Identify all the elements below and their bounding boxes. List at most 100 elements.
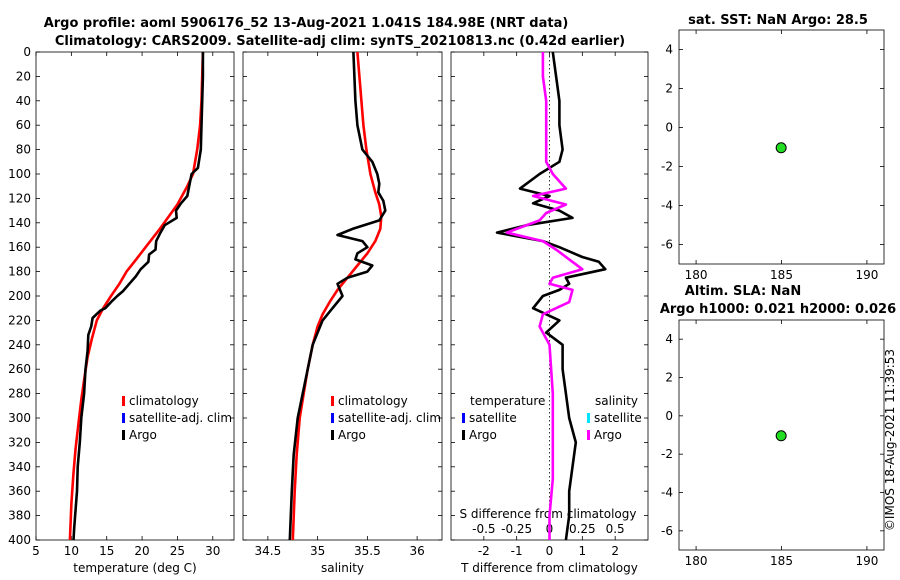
data-point-marker (775, 142, 787, 154)
x-tick-label: 180 (685, 268, 708, 282)
temperature-panel: 0 20 40 60 80 100 120 140 160 180 200 220 240 260 280 3… (8, 45, 235, 575)
legend-label-diff-t-argo: Argo (469, 428, 497, 442)
watermark: ©IMOS 18-Aug-2021 11:39:53 (883, 349, 897, 531)
legend-title-temperature: temperature (470, 394, 545, 408)
difference-panel: -2 -1 0 1 2 T difference from climatology S di… (450, 51, 649, 575)
x-axis-label: salinity (321, 561, 364, 575)
x-tick-label: 25 (170, 544, 185, 558)
axes-frame (35, 51, 235, 541)
x-tick-label: 185 (770, 554, 793, 568)
legend-label-diff-s-argo: Argo (594, 428, 622, 442)
x-tick-label: 185 (770, 268, 793, 282)
y-tick-label: 200 (8, 289, 31, 303)
x-tick-label: 20 (134, 544, 149, 558)
legend-swatch-diff-t-sat (462, 413, 465, 423)
x-tick-label: 30 (205, 544, 220, 558)
x-tick-label: 2 (611, 544, 619, 558)
x-axis-label: T difference from climatology (460, 561, 638, 575)
y-tick-label: 4 (665, 43, 673, 57)
x-axis-label: temperature (deg C) (73, 561, 196, 575)
y-tick-label: 0 (23, 45, 31, 59)
legend-label-sal-0: climatology (338, 394, 408, 408)
series-climatology (291, 51, 383, 541)
y-tick-label: 20 (16, 69, 31, 83)
legend-swatch-diff-s-argo (587, 430, 590, 440)
y-tick-label: 260 (8, 362, 31, 376)
x-tick-label: 35.5 (354, 544, 381, 558)
y-tick-label: 4 (665, 332, 673, 346)
y-tick-label: 240 (8, 338, 31, 352)
series-argo (72, 52, 205, 541)
x-tick-label: -1 (511, 544, 523, 558)
y-tick-label: -2 (661, 160, 673, 174)
y-tick-label: 300 (8, 411, 31, 425)
y-tick-label: 60 (16, 118, 31, 132)
y-tick-label: 400 (8, 533, 31, 547)
sla-title-line1: Altim. SLA: NaN (685, 284, 801, 299)
y-tick-label: -6 (661, 238, 673, 252)
y-tick-label: 80 (16, 143, 31, 157)
legend-title-salinity: salinity (595, 394, 638, 408)
y-tick-label: 40 (16, 94, 31, 108)
x-tick-label: 190 (855, 554, 878, 568)
y-tick-label: 0 (665, 409, 673, 423)
y-tick-label: 360 (8, 484, 31, 498)
sst-title: sat. SST: NaN Argo: 28.5 (688, 13, 868, 28)
y-tick-label: 140 (8, 216, 31, 230)
secondary-tick-label: -0.5 (472, 522, 495, 536)
x-tick-label: 34.5 (255, 544, 282, 558)
y-tick-label: -4 (661, 486, 673, 500)
x-tick-label: 190 (855, 268, 878, 282)
legend-swatch-sal-0 (331, 396, 334, 406)
legend-swatch-temp-0 (122, 396, 125, 406)
y-tick-label: 180 (8, 265, 31, 279)
series-climatology (68, 51, 205, 541)
y-tick-label: 280 (8, 387, 31, 401)
legend-label-temp-2: Argo (129, 428, 157, 442)
series-s-difference (505, 52, 584, 540)
y-tick-label: -2 (661, 447, 673, 461)
x-tick-label: 35 (310, 544, 325, 558)
secondary-tick-label: -0.25 (501, 522, 532, 536)
y-tick-label: 340 (8, 460, 31, 474)
y-tick-label: 0 (665, 121, 673, 135)
legend-swatch-sal-2 (331, 430, 334, 440)
legend-swatch-temp-1 (122, 413, 125, 423)
sst-panel: -6 -4 -2 0 2 4 180 185 190 sat. SST: NaN Argo: 28… (661, 13, 885, 282)
series-argo (288, 51, 387, 541)
legend-swatch-sal-1 (331, 413, 334, 423)
secondary-tick-label: 0.5 (606, 522, 625, 536)
x-tick-label: 0 (546, 544, 554, 558)
sla-panel: -6 -4 -2 0 2 4 180 185 190 Altim. SLA: NaN Argo h1… (660, 284, 896, 568)
x-tick-label: 15 (99, 544, 114, 558)
legend-label-sal-1: satellite-adj. clim (338, 411, 441, 425)
legend-label-temp-1: satellite-adj. clim (129, 411, 232, 425)
legend-label-diff-t-sat: satellite (469, 411, 517, 425)
x-tick-label: 36 (409, 544, 424, 558)
y-tick-label: 2 (665, 371, 673, 385)
secondary-axis-label: S difference from climatology (460, 507, 637, 521)
y-tick-label: -4 (661, 199, 673, 213)
x-tick-label: 5 (32, 544, 40, 558)
legend-label-diff-s-sat: satellite (594, 411, 642, 425)
series-t-difference (495, 51, 607, 541)
data-point-marker (775, 430, 787, 442)
legend-swatch-diff-t-argo (462, 430, 465, 440)
x-tick-label: 180 (685, 554, 708, 568)
y-tick-label: 100 (8, 167, 31, 181)
legend-swatch-temp-2 (122, 430, 125, 440)
salinity-panel: 34.5 35 35.5 36 salinity climatology satellite… (242, 51, 443, 575)
figure-title-line1: Argo profile: aoml 5906176_52 13-Aug-202… (44, 16, 569, 31)
y-tick-label: 160 (8, 240, 31, 254)
y-tick-label: 2 (665, 82, 673, 96)
y-tick-label: 380 (8, 509, 31, 523)
x-tick-label: 10 (64, 544, 79, 558)
y-tick-label: -6 (661, 524, 673, 538)
x-tick-label: 1 (579, 544, 587, 558)
secondary-tick-label: 0.25 (569, 522, 596, 536)
sla-title-line2: Argo h1000: 0.021 h2000: 0.026 (660, 302, 896, 317)
y-tick-label: 320 (8, 435, 31, 449)
legend-label-temp-0: climatology (129, 394, 199, 408)
x-tick-label: -2 (478, 544, 490, 558)
y-tick-label: 120 (8, 191, 31, 205)
